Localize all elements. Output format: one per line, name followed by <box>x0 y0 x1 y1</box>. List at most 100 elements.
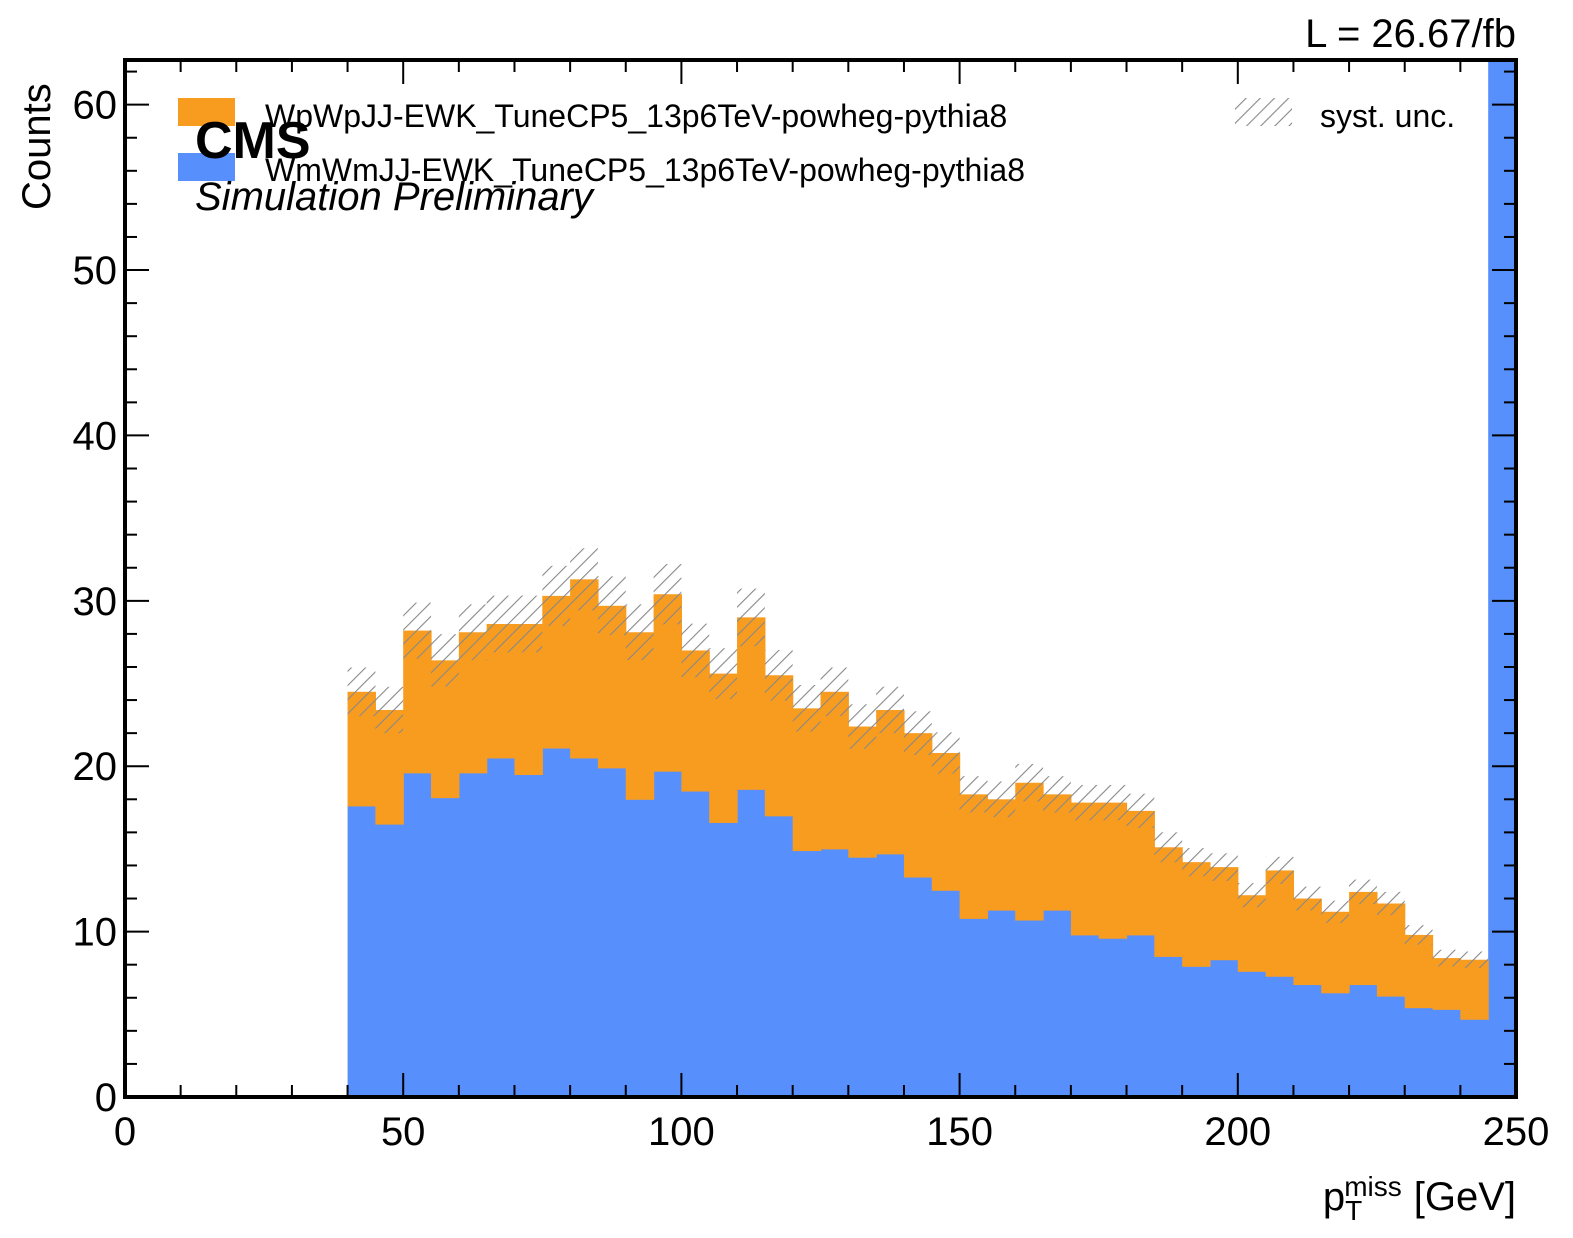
bar-wmwmjj-bin-31 <box>1209 959 1239 1097</box>
bar-wmwmjj-bin-35 <box>1321 992 1350 1097</box>
bar-wpwpjj-bin-34 <box>1293 898 1322 986</box>
legend-label-syst-unc: syst. unc. <box>1320 98 1455 134</box>
axis-tick-labels: 0 50 100 150 200 250 0 10 20 30 40 50 60 <box>73 84 1550 1154</box>
x-tick-label: 0 <box>114 1110 136 1154</box>
bar-wpwpjj-bin-23 <box>987 799 1016 911</box>
syst-unc-bin-24 <box>1015 763 1044 802</box>
bar-wpwpjj-bin-36 <box>1349 891 1378 986</box>
bar-wmwmjj-bin-0 <box>347 805 376 1097</box>
bar-wmwmjj-bin-19 <box>876 853 905 1097</box>
bar-wmwmjj-bin-1 <box>375 824 404 1097</box>
bar-wmwmjj-bin-30 <box>1182 966 1211 1097</box>
bar-wpwpjj-bin-26 <box>1070 802 1100 936</box>
syst-unc-bin-12 <box>681 623 710 678</box>
bar-wmwmjj-bin-37 <box>1376 996 1406 1097</box>
syst-unc-bin-29 <box>1154 832 1183 863</box>
x-tick-label: 250 <box>1483 1110 1550 1154</box>
bar-wmwmjj-bin-2 <box>403 772 432 1097</box>
legend-swatch-wpwpjj <box>178 98 235 126</box>
syst-unc-bin-30 <box>1182 848 1210 877</box>
bar-wmwmjj-bin-36 <box>1349 984 1378 1097</box>
syst-unc-bin-32 <box>1237 883 1266 908</box>
syst-unc-bin-17 <box>820 667 849 717</box>
syst-unc-bin-36 <box>1349 879 1377 905</box>
bar-wpwpjj-bin-27 <box>1098 802 1128 939</box>
y-tick-label: 30 <box>73 580 118 624</box>
syst-unc-bin-27 <box>1098 784 1127 821</box>
y-tick-label: 40 <box>73 414 118 458</box>
syst-unc-bin-25 <box>1043 776 1071 813</box>
bar-wmwmjj-bin-25 <box>1043 910 1072 1097</box>
syst-unc-bin-34 <box>1293 886 1322 911</box>
legend: WpWpJJ-EWK_TuneCP5_13p6TeV-powheg-pythia… <box>178 98 1455 188</box>
syst-unc-bin-20 <box>903 711 932 755</box>
syst-unc-bin-15 <box>764 649 793 701</box>
syst-unc-bin-3 <box>431 634 459 687</box>
bar-wpwpjj-bin-22 <box>959 794 989 919</box>
syst-unc-bin-16 <box>792 685 821 732</box>
bar-wmwmjj-bin-24 <box>1015 920 1044 1097</box>
plot-frame <box>123 58 1518 1099</box>
syst-unc-bin-1 <box>375 686 404 734</box>
bar-wpwpjj-bin-24 <box>1015 782 1044 921</box>
syst-unc-bin-35 <box>1321 900 1350 923</box>
syst-unc-bin-0 <box>347 667 376 717</box>
legend-swatch-syst-unc <box>1235 98 1292 126</box>
bar-wpwpjj-bin-10 <box>625 632 655 800</box>
bar-wmwmjj-bin-17 <box>820 848 849 1097</box>
bar-wpwpjj-bin-17 <box>820 691 849 850</box>
bar-wmwmjj-bin-11 <box>653 771 682 1097</box>
syst-unc-bin-14 <box>737 588 765 647</box>
bar-wmwmjj-bin-39 <box>1432 1009 1461 1097</box>
experiment-label: CMS <box>195 112 311 170</box>
bar-wmwmjj-bin-33 <box>1265 976 1295 1097</box>
bar-wmwmjj-bin-8 <box>570 757 599 1097</box>
bar-wmwmjj-bin-5 <box>486 757 516 1097</box>
bar-wpwpjj-bin-35 <box>1321 911 1350 994</box>
bar-wmwmjj-bin-4 <box>458 772 488 1097</box>
bar-wpwpjj-bin-32 <box>1237 895 1267 972</box>
bar-wmwmjj-bin-21 <box>931 890 961 1097</box>
bar-wmwmjj-bin-6 <box>514 774 543 1097</box>
syst-unc-bin-18 <box>848 704 877 749</box>
y-tick-label: 0 <box>95 1076 117 1120</box>
x-tick-label: 200 <box>1204 1110 1271 1154</box>
bar-wmwmjj-bin-15 <box>764 815 794 1097</box>
bar-wpwpjj-bin-25 <box>1043 794 1072 911</box>
bar-wmwmjj-bin-34 <box>1293 984 1322 1097</box>
syst-unc-bin-11 <box>653 564 682 625</box>
bar-wmwmjj-bin-7 <box>542 748 571 1097</box>
syst-unc-bin-19 <box>876 686 904 734</box>
legend-swatch-wmwmjj <box>178 153 235 181</box>
syst-unc-bin-23 <box>987 781 1016 818</box>
bar-wmwmjj-bin-9 <box>597 767 627 1097</box>
bar-wmwmjj-bin-14 <box>737 789 766 1097</box>
bar-wmwmjj-bin-16 <box>792 850 822 1097</box>
bar-wpwpjj-bin-21 <box>931 752 961 891</box>
bar-wpwpjj-bin-39 <box>1432 958 1461 1010</box>
luminosity-label: L = 26.67/fb <box>1305 12 1516 56</box>
x-tick-label: 50 <box>381 1110 426 1154</box>
bar-wpwpjj-bin-19 <box>876 709 905 855</box>
bar-wmwmjj-bin-26 <box>1070 934 1100 1097</box>
syst-unc-bin-7 <box>542 565 571 626</box>
bar-wpwpjj-bin-33 <box>1265 870 1295 977</box>
syst-unc-bin-9 <box>597 576 626 636</box>
bar-wmwmjj-bin-27 <box>1098 938 1128 1097</box>
bar-wmwmjj-bin-20 <box>903 877 933 1097</box>
syst-unc-bands <box>347 548 1489 968</box>
bar-wpwpjj-bin-28 <box>1126 810 1155 936</box>
bar-wpwpjj-bin-30 <box>1182 862 1211 967</box>
bar-wpwpjj-bin-29 <box>1154 847 1183 957</box>
bar-wpwpjj-bin-37 <box>1376 903 1406 997</box>
syst-unc-bin-31 <box>1209 853 1238 881</box>
syst-unc-bin-37 <box>1376 891 1405 916</box>
syst-unc-bin-39 <box>1432 949 1461 967</box>
bar-wpwpjj-bin-20 <box>903 733 933 878</box>
bar-wmwmjj-bin-28 <box>1126 934 1155 1097</box>
bar-wmwmjj-bin-13 <box>709 822 738 1097</box>
syst-unc-bin-28 <box>1126 793 1155 829</box>
bar-wmwmjj-bin-12 <box>681 791 710 1097</box>
bar-wpwpjj-bin-16 <box>792 708 822 852</box>
